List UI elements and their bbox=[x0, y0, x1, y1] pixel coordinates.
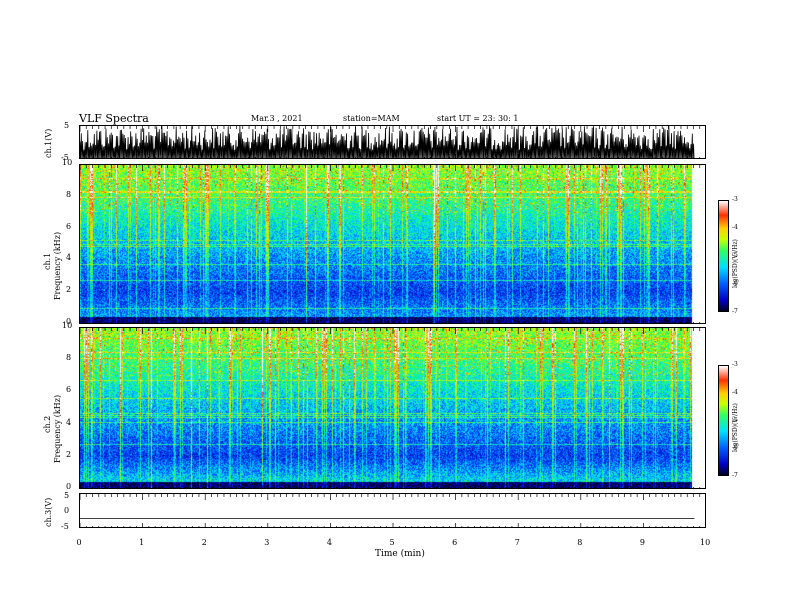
ch1-waveform-series bbox=[80, 126, 695, 158]
ch1-waveform-panel bbox=[79, 125, 706, 159]
colorbar-tick-label: -4 bbox=[732, 388, 738, 396]
y-tick-label: 2 bbox=[66, 449, 72, 459]
y-tick-label: 0 bbox=[66, 317, 72, 326]
x-tick-label: 9 bbox=[639, 538, 645, 547]
y-tick-label: 6 bbox=[66, 385, 72, 395]
colorbar-tick-label: -7 bbox=[732, 472, 738, 479]
colorbar-tick-label: -6 bbox=[732, 280, 738, 287]
x-tick-label: 8 bbox=[577, 538, 583, 547]
y-tick-label: 2 bbox=[66, 285, 72, 295]
ch1-spec-ylabel: ch.1 bbox=[43, 252, 52, 270]
date-label: Mar.3 , 2021 bbox=[251, 114, 303, 123]
y-tick-label: 0 bbox=[66, 482, 72, 491]
figure-title: VLF Spectra bbox=[79, 112, 149, 125]
station-label: station=MAM bbox=[343, 114, 400, 123]
y-tick-label: 4 bbox=[66, 253, 72, 263]
y-tick-label: 6 bbox=[66, 221, 72, 231]
x-tick-label: 4 bbox=[326, 538, 332, 547]
ch1-spectrogram-panel bbox=[79, 164, 706, 324]
ch1-waveform-plot bbox=[80, 126, 701, 158]
ch2-spec-ylabel: ch.2 bbox=[43, 415, 52, 433]
y-tick-label: 4 bbox=[66, 417, 72, 427]
ch2-colorbar bbox=[718, 365, 729, 476]
y-tick-label: 8 bbox=[66, 189, 72, 199]
colorbar-tick-label: -3 bbox=[732, 196, 738, 203]
ch3-waveform-plot bbox=[80, 494, 701, 527]
colorbar-tick-label: -3 bbox=[732, 361, 738, 368]
ch1-colorbar bbox=[718, 200, 729, 312]
x-tick-label: 5 bbox=[389, 538, 395, 547]
y-tick-label: 10 bbox=[62, 158, 73, 167]
ch3-waveform-panel bbox=[79, 493, 706, 528]
ch1-ylabel: ch.1(V) bbox=[44, 128, 53, 158]
x-tick-label: 6 bbox=[452, 538, 458, 547]
colorbar-tick-label: -6 bbox=[732, 444, 738, 452]
start-time-label: start UT = 23: 30: 1 bbox=[437, 114, 519, 123]
y-tick-label: 8 bbox=[66, 353, 72, 363]
colorbar-tick-label: -7 bbox=[732, 308, 738, 315]
ch1-ytick-top: 5 bbox=[64, 121, 70, 130]
x-tick-label: 10 bbox=[700, 538, 711, 547]
x-tick-label: 1 bbox=[139, 538, 145, 547]
x-tick-label: 2 bbox=[201, 538, 207, 547]
ch3-ytick-top: 5 bbox=[64, 491, 70, 500]
ch2-spectrogram-panel bbox=[79, 327, 706, 489]
ch1-ytick-bottom: -5 bbox=[61, 153, 69, 162]
colorbar-tick-label: -4 bbox=[732, 224, 738, 231]
ch2-spectrogram-ticks bbox=[80, 328, 701, 488]
ch1-spectrogram-ticks bbox=[80, 165, 701, 323]
ch2-spectrogram-heatmap bbox=[80, 328, 705, 488]
y-tick-label: 10 bbox=[62, 321, 73, 330]
ch1-colorbar-label: log(PSD)(V²/Hz) bbox=[732, 239, 739, 288]
ch1-spec-ylabel-freq: Frequency (kHz) bbox=[53, 231, 62, 300]
ch2-colorbar-label: log(PSD)(V²/Hz) bbox=[732, 403, 739, 452]
ch1-spectrogram-heatmap bbox=[80, 165, 705, 323]
x-tick-label: 3 bbox=[264, 538, 270, 547]
ch2-spec-ylabel-freq: Frequency (kHz) bbox=[53, 394, 62, 463]
x-tick-label: 7 bbox=[514, 538, 520, 547]
ch3-ylabel: ch.3(V) bbox=[44, 497, 53, 527]
x-tick-label: 0 bbox=[76, 538, 82, 547]
colorbar-tick-label: -5 bbox=[732, 416, 738, 424]
x-axis-label: Time (min) bbox=[375, 549, 425, 559]
ch3-ytick-bottom: -5 bbox=[61, 522, 69, 531]
colorbar-tick-label: -5 bbox=[732, 252, 738, 259]
ch3-ytick-mid: 0 bbox=[64, 506, 70, 515]
